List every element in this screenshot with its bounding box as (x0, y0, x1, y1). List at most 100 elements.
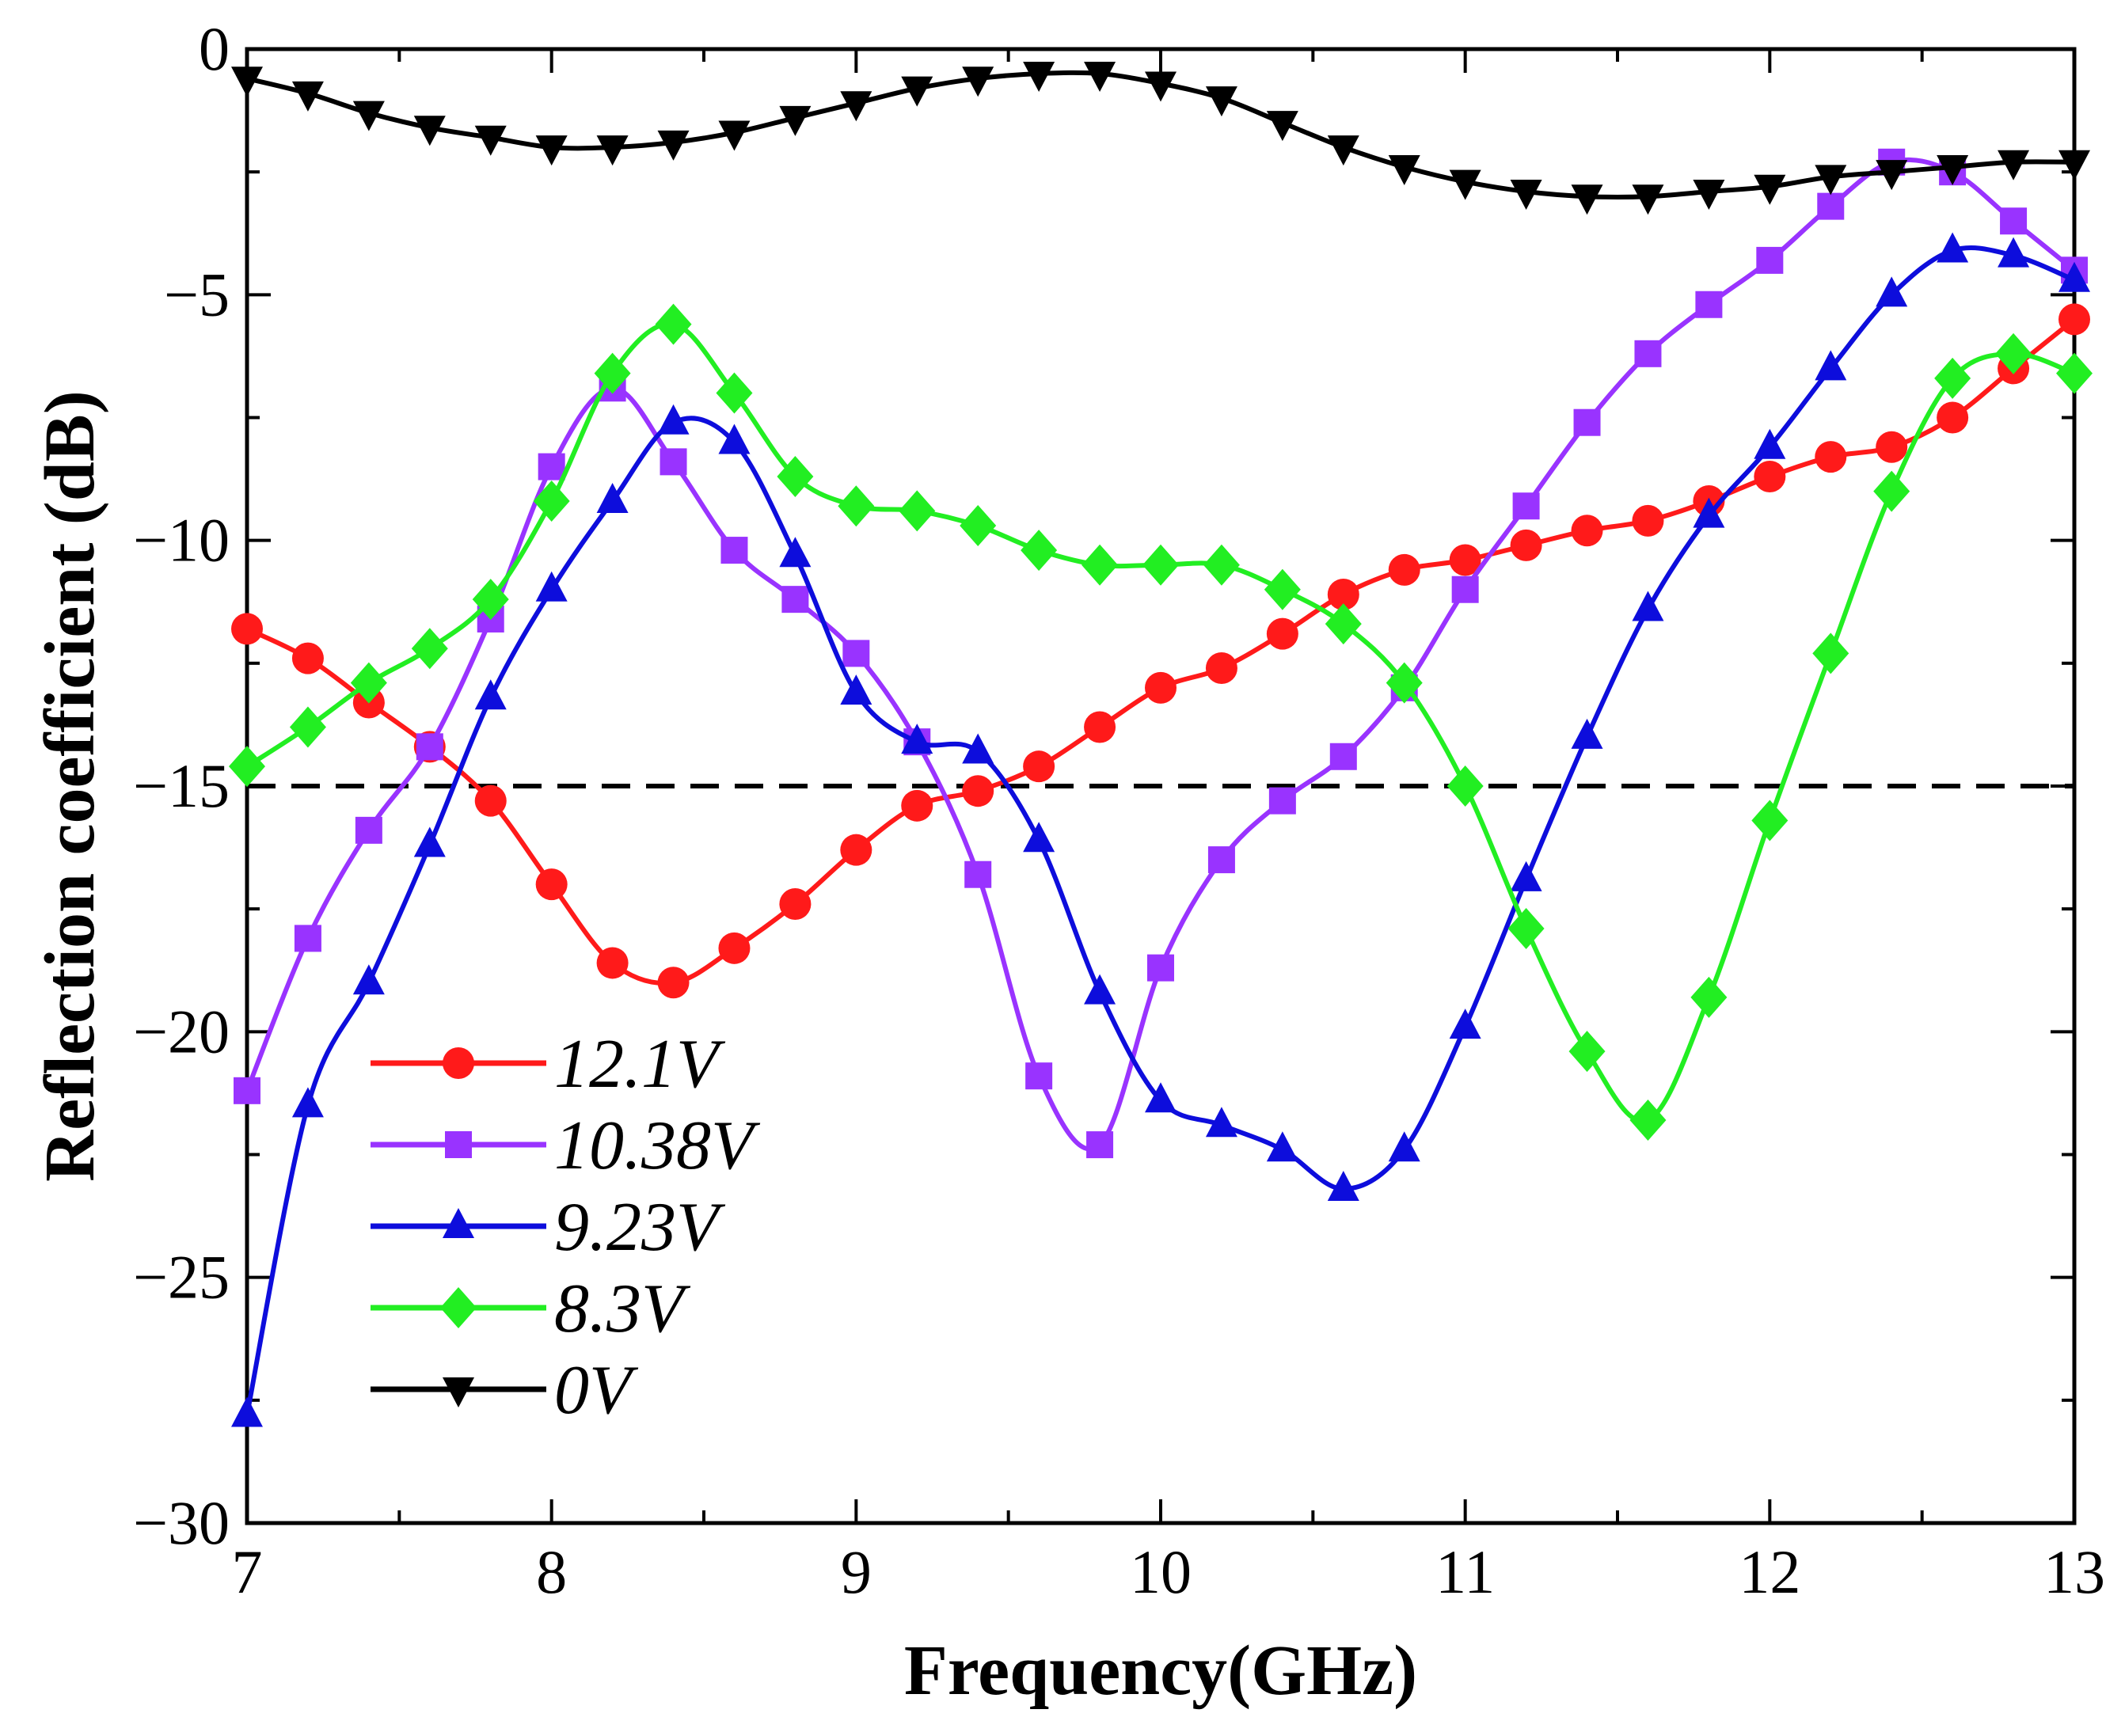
data-point (2056, 352, 2093, 394)
x-tick-label: 12 (1739, 1537, 1800, 1606)
data-point (1145, 1082, 1177, 1113)
data-point (535, 868, 568, 901)
data-point (840, 91, 872, 122)
data-point (1082, 544, 1119, 586)
data-point (777, 455, 814, 497)
data-point (1327, 135, 1359, 166)
data-point (1695, 291, 1723, 318)
data-point (231, 66, 263, 97)
data-point (1327, 1170, 1359, 1201)
data-point (416, 733, 443, 761)
data-point (1876, 160, 1908, 191)
legend-label: 0V (554, 1352, 639, 1429)
data-point (1571, 184, 1603, 215)
data-point (289, 706, 326, 748)
data-point (411, 628, 448, 670)
data-point (294, 925, 321, 952)
data-point (1937, 232, 1969, 263)
data-point (472, 579, 509, 621)
data-point (1693, 179, 1725, 210)
data-point (1207, 846, 1235, 874)
data-point (1754, 174, 1786, 205)
data-point (657, 967, 690, 999)
data-point (1325, 603, 1362, 645)
data-point (1812, 632, 1849, 674)
data-point (1510, 179, 1542, 210)
data-point (352, 101, 385, 131)
data-point (660, 448, 687, 476)
data-point (231, 613, 263, 645)
data-point (2058, 303, 2090, 336)
data-point (779, 887, 812, 920)
data-point (1571, 515, 1603, 547)
series-layer (229, 62, 2093, 1427)
data-point (413, 116, 446, 146)
data-point (1388, 1131, 1420, 1162)
data-point (291, 642, 324, 674)
data-point (1693, 497, 1725, 528)
data-point (657, 404, 690, 435)
data-point (1510, 860, 1542, 891)
y-tick-label: −10 (133, 506, 230, 575)
data-point (291, 81, 324, 112)
data-point (1268, 787, 1296, 815)
data-point (1512, 492, 1540, 520)
data-point (899, 490, 936, 532)
data-point (1873, 470, 1910, 512)
data-point (1266, 617, 1298, 650)
y-tick-label: −5 (164, 260, 230, 329)
data-point (1998, 237, 2030, 268)
data-point (231, 1396, 263, 1427)
data-point (1568, 1031, 1606, 1073)
data-point (1815, 350, 1847, 381)
data-point (962, 775, 994, 807)
data-point (1571, 718, 1603, 749)
data-point (1025, 1062, 1053, 1090)
data-point (964, 860, 992, 888)
data-point (1876, 276, 1908, 307)
data-point (1142, 544, 1179, 586)
data-point (355, 816, 382, 844)
data-point (1817, 192, 1845, 220)
data-point (1449, 169, 1481, 200)
data-point (1449, 544, 1481, 576)
data-point (1205, 1107, 1237, 1138)
x-axis: 7 8 9 10 11 12 13 (232, 49, 2105, 1606)
data-point (1205, 652, 1237, 685)
data-point (1934, 357, 1971, 399)
data-point (596, 483, 629, 514)
x-tick-label: 11 (1435, 1537, 1495, 1606)
legend-item: 12.1V (371, 1026, 726, 1103)
data-point (840, 674, 872, 705)
data-point (1754, 428, 1786, 459)
data-point (1876, 431, 1908, 463)
data-point (474, 784, 507, 817)
series-9-23V (231, 232, 2090, 1427)
legend-marker (443, 1377, 474, 1407)
data-point (838, 485, 875, 527)
data-point (350, 662, 387, 704)
data-point (1507, 907, 1545, 949)
data-point (1634, 340, 1662, 367)
y-tick-label: −20 (133, 997, 230, 1066)
y-tick-label: −25 (133, 1243, 230, 1312)
data-point (2000, 207, 2028, 235)
data-point (1388, 154, 1420, 185)
data-point (840, 834, 872, 866)
data-point (474, 679, 507, 710)
data-point (1266, 111, 1298, 142)
data-point (535, 571, 568, 602)
data-point (474, 125, 507, 156)
data-point (596, 947, 629, 979)
legend-item: 8.3V (371, 1271, 691, 1347)
y-tick-label: 0 (199, 14, 230, 83)
x-tick-label: 8 (536, 1537, 567, 1606)
data-point (1756, 246, 1784, 274)
legend-marker (440, 1287, 477, 1328)
data-point (901, 724, 933, 754)
data-point (962, 733, 994, 764)
data-point (1629, 1100, 1667, 1142)
data-point (1145, 671, 1177, 704)
